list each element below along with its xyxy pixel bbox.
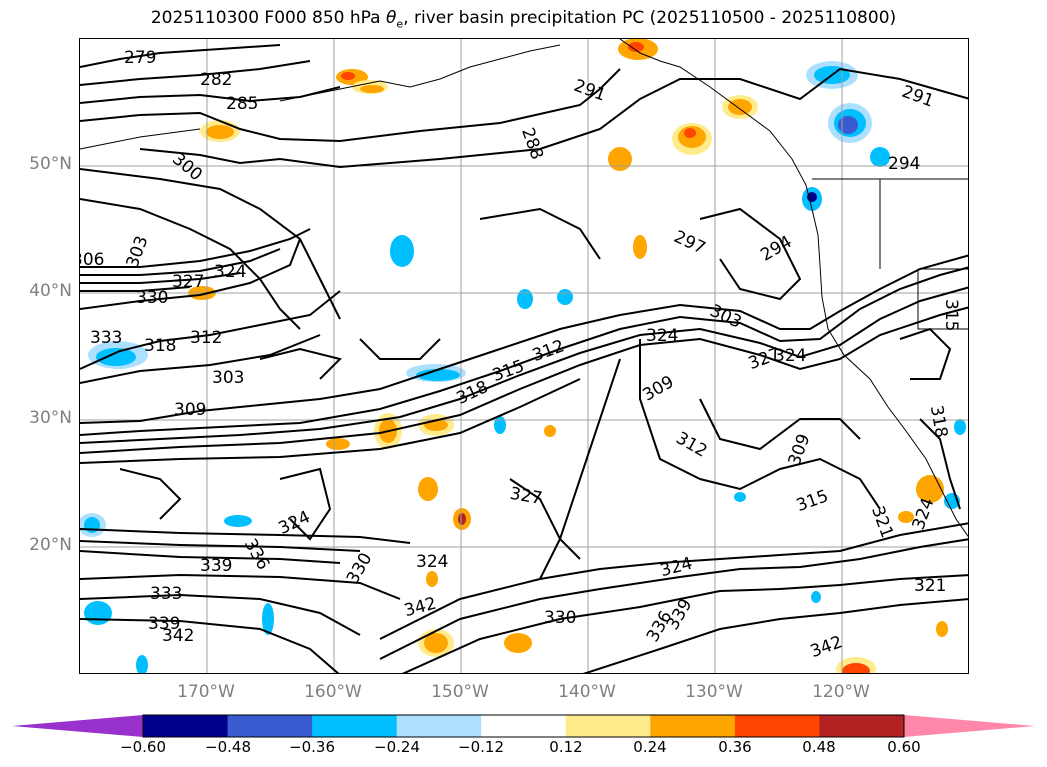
contour-label: 312 (672, 428, 710, 462)
contour-label: 303 (212, 368, 244, 388)
colorbar-segment (227, 715, 313, 737)
contour-label: 315 (794, 486, 831, 516)
contour-label: 303 (707, 301, 745, 333)
lat-label-20n: 20°N (29, 535, 72, 555)
contour-label: 318 (144, 336, 176, 356)
colorbar-extend-low (12, 715, 143, 737)
contour-label: 291 (571, 76, 608, 106)
contour-label: 303 (123, 233, 153, 270)
contour-label: 324 (658, 554, 695, 582)
colorbar-segment (650, 715, 736, 737)
contour-label: 309 (785, 431, 815, 468)
contour-label: 288 (517, 125, 547, 162)
contour-label: 342 (162, 626, 194, 646)
lat-label-50n: 50°N (29, 154, 72, 174)
colorbar-segment (143, 715, 229, 737)
contour-label: 279 (124, 48, 156, 68)
contour-label: 324 (276, 507, 314, 539)
colorbar-tick: −0.36 (289, 738, 335, 756)
contour-label: 315 (941, 299, 961, 331)
contour-label: 291 (899, 82, 936, 112)
contour-label: 327 (172, 272, 204, 292)
colorbar-tick: −0.60 (120, 738, 166, 756)
contour-label: 321 (867, 503, 897, 540)
colorbar-tick: 0.24 (633, 738, 667, 756)
contour-label: 330 (136, 288, 168, 308)
lat-label-30n: 30°N (29, 408, 72, 428)
colorbar-tick: 0.48 (802, 738, 836, 756)
contour-label: 294 (888, 154, 920, 174)
contour-label: 309 (639, 372, 677, 406)
colorbar-segment (819, 715, 905, 737)
colorbar-extend-high (904, 715, 1035, 737)
colorbar-tick: −0.12 (458, 738, 504, 756)
lon-label-140w: 140°W (558, 682, 616, 702)
map-title: 2025110300 F000 850 hPa θe, river basin … (150, 8, 897, 31)
colorbar-tick: 0.36 (718, 738, 752, 756)
colorbar-segment (312, 715, 398, 737)
colorbar-tick: −0.24 (374, 738, 420, 756)
contour-label: 318 (926, 404, 951, 439)
contour-label: 333 (150, 584, 182, 604)
lon-label-120w: 120°W (812, 682, 870, 702)
contour-label: 342 (808, 632, 845, 662)
contour-label: 321 (914, 576, 946, 596)
lon-label-130w: 130°W (685, 682, 743, 702)
contour-label: 324 (214, 262, 246, 282)
contour-label: 327 (508, 484, 543, 509)
contour-label: 324 (774, 346, 806, 366)
contour-label: 333 (90, 328, 122, 348)
contour-label: 324 (909, 495, 939, 532)
contour-label: 324 (646, 326, 678, 346)
theta-e-contours (80, 44, 968, 673)
colorbar-tick: 0.60 (887, 738, 921, 756)
contour-label: 336 (240, 535, 274, 573)
contour-label: 285 (226, 94, 258, 114)
lon-label-150w: 150°W (431, 682, 489, 702)
colorbar-segment (565, 715, 651, 737)
contour-label: 312 (190, 328, 222, 348)
lon-label-170w: 170°W (177, 682, 235, 702)
colorbar-segment (396, 715, 482, 737)
lon-label-160w: 160°W (304, 682, 362, 702)
contour-label: 339 (148, 614, 180, 634)
colorbar-segment (481, 715, 567, 737)
contour-label: 312 (530, 336, 567, 366)
contour-label: 306 (80, 250, 104, 270)
contour-label: 282 (200, 70, 232, 90)
contour-label: 309 (174, 400, 206, 420)
contour-label: 324 (416, 552, 448, 572)
contour-label: 339 (200, 556, 232, 576)
contour-label: 342 (402, 594, 439, 622)
contour-label: 330 (544, 608, 576, 628)
contour-label: 297 (671, 227, 709, 259)
colorbar-tick: −0.48 (205, 738, 251, 756)
colorbar-tick: 0.12 (549, 738, 583, 756)
colorbar-segment (734, 715, 820, 737)
colorbar (12, 714, 1035, 738)
map-canvas: 279 282 285 288 291 291 294 297 294 300 … (80, 39, 968, 673)
map-panel: 279 282 285 288 291 291 294 297 294 300 … (79, 38, 969, 674)
lat-label-40n: 40°N (29, 281, 72, 301)
contour-label: 315 (490, 356, 527, 386)
